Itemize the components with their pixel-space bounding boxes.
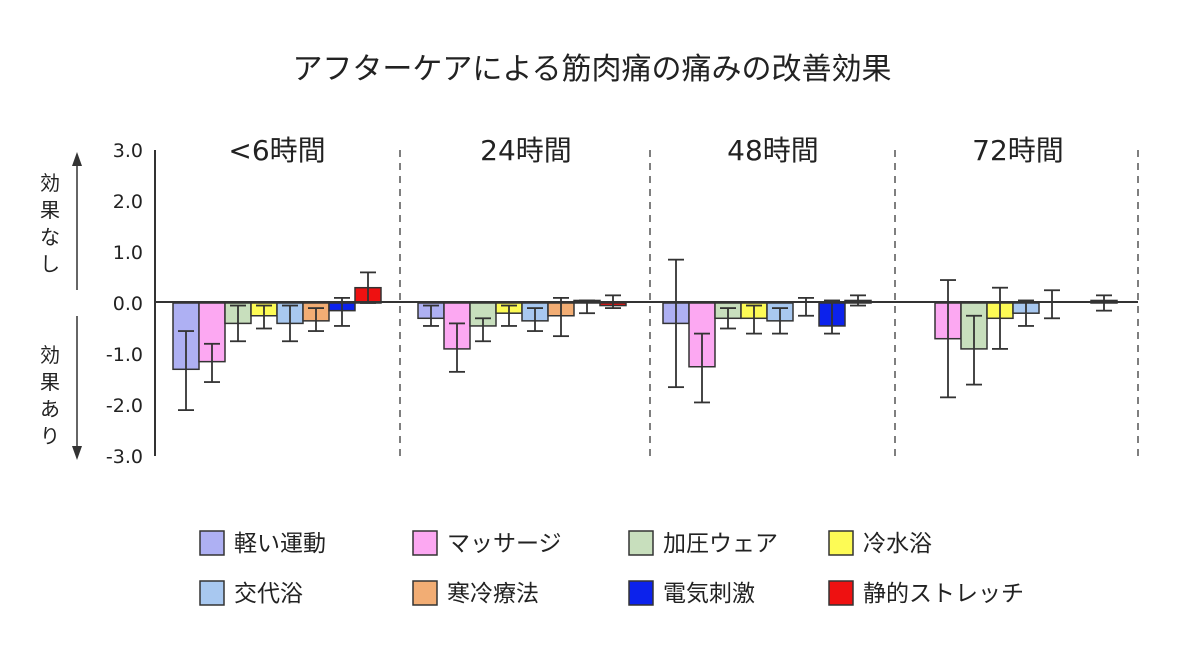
y-tick-label: 2.0 <box>113 191 143 213</box>
legend-label: 電気刺激 <box>663 581 755 607</box>
y-axis: 3.0 2.0 1.0 0.0 -1.0 -2.0 -3.0 <box>106 140 156 468</box>
side-label-upper-char: な <box>40 225 60 249</box>
up-arrow-head <box>72 152 82 166</box>
side-label-lower-char: り <box>40 424 60 448</box>
bars <box>172 286 1118 371</box>
y-tick-label: 3.0 <box>113 140 143 162</box>
legend-label: 加圧ウェア <box>663 531 778 557</box>
legend-swatch <box>412 580 438 606</box>
panel-title: 48時間 <box>727 134 819 167</box>
legend-label: 軽い運動 <box>234 531 326 557</box>
error-bars <box>178 258 1112 412</box>
side-label-lower-char: あ <box>40 397 60 421</box>
legend-label: 交代浴 <box>234 581 303 607</box>
side-label-upper-char: 効 <box>40 171 60 195</box>
legend-swatch <box>828 530 854 556</box>
y-tick-label: -3.0 <box>106 446 143 468</box>
legend-swatch <box>828 580 854 606</box>
chart-title: アフターケアによる筋肉痛の痛みの改善効果 <box>292 52 891 87</box>
side-label-upper-char: 果 <box>40 198 60 222</box>
y-tick-label: -1.0 <box>106 344 143 366</box>
panel-title: 72時間 <box>972 134 1064 167</box>
legend-swatch <box>412 530 438 556</box>
legend-swatch <box>628 530 654 556</box>
legend-label: 冷水浴 <box>863 531 932 557</box>
y-tick-label: 0.0 <box>113 293 143 315</box>
y-tick-label: 1.0 <box>113 242 143 264</box>
legend-label: 静的ストレッチ <box>863 581 1024 607</box>
side-label-lower-char: 果 <box>40 370 60 394</box>
legend-swatch <box>628 580 654 606</box>
side-label-upper-char: し <box>40 252 60 276</box>
legend-label: 寒冷療法 <box>447 581 539 607</box>
panel-titles: <6時間 24時間 48時間 72時間 <box>228 134 1063 167</box>
legend-swatch <box>199 580 225 606</box>
legend-swatch <box>199 530 225 556</box>
legend-label: マッサージ <box>447 531 562 557</box>
side-label-lower-char: 効 <box>40 343 60 367</box>
panel-title: 24時間 <box>480 134 572 167</box>
down-arrow-head <box>72 446 82 460</box>
panel-title: <6時間 <box>228 134 325 167</box>
y-tick-label: -2.0 <box>106 395 143 417</box>
